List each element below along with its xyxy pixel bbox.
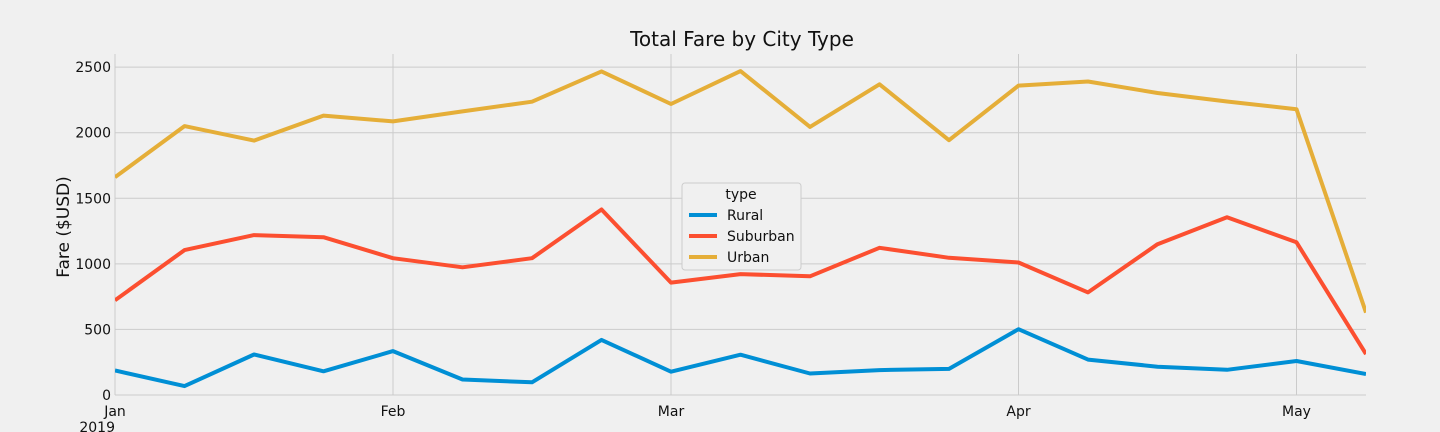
y-tick-label: 0 <box>102 388 111 404</box>
y-tick-label: 1000 <box>75 257 111 273</box>
x-tick-label: Apr <box>1006 404 1030 420</box>
y-axis-ticks: 0 500 1000 1500 2000 2500 <box>75 60 111 404</box>
legend-items: Rural Suburban Urban <box>689 208 795 266</box>
y-tick-label: 500 <box>84 322 111 338</box>
x-tick-label: Feb <box>381 404 406 420</box>
y-tick-label: 2000 <box>75 126 111 142</box>
legend-title: type <box>725 187 756 203</box>
series-lines <box>115 69 1366 389</box>
x-tick-sublabel: 2019 <box>79 420 115 432</box>
legend-label-urban: Urban <box>727 250 769 266</box>
legend-box <box>681 182 802 271</box>
chart-title: Total Fare by City Type <box>629 27 854 51</box>
x-tick-label: Mar <box>658 404 685 420</box>
y-tick-label: 1500 <box>75 191 111 207</box>
legend-label-suburban: Suburban <box>727 229 795 245</box>
legend-label-rural: Rural <box>727 208 763 224</box>
series-line-suburban <box>115 207 1366 356</box>
y-axis-label: Fare ($USD) <box>54 176 74 278</box>
series-line-rural <box>115 327 1366 389</box>
legend: type Rural Suburban Urban <box>681 182 802 271</box>
y-tick-label: 2500 <box>75 60 111 76</box>
x-tick-label: May <box>1282 404 1311 420</box>
x-tick-label: Jan <box>103 404 126 420</box>
series-line-urban <box>115 69 1366 314</box>
